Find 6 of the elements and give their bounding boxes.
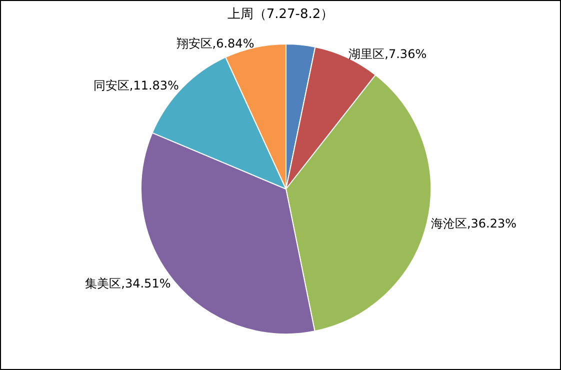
slice-label: 同安区,11.83% xyxy=(93,78,179,92)
slice-label: 海沧区,36.23% xyxy=(430,216,517,230)
slice-label: 湖里区,7.36% xyxy=(348,46,427,61)
chart-title: 上周（7.27-8.2） xyxy=(226,6,335,23)
slice-label: 集美区,34.51% xyxy=(85,276,171,290)
slice-label: 翔安区,6.84% xyxy=(176,36,254,50)
